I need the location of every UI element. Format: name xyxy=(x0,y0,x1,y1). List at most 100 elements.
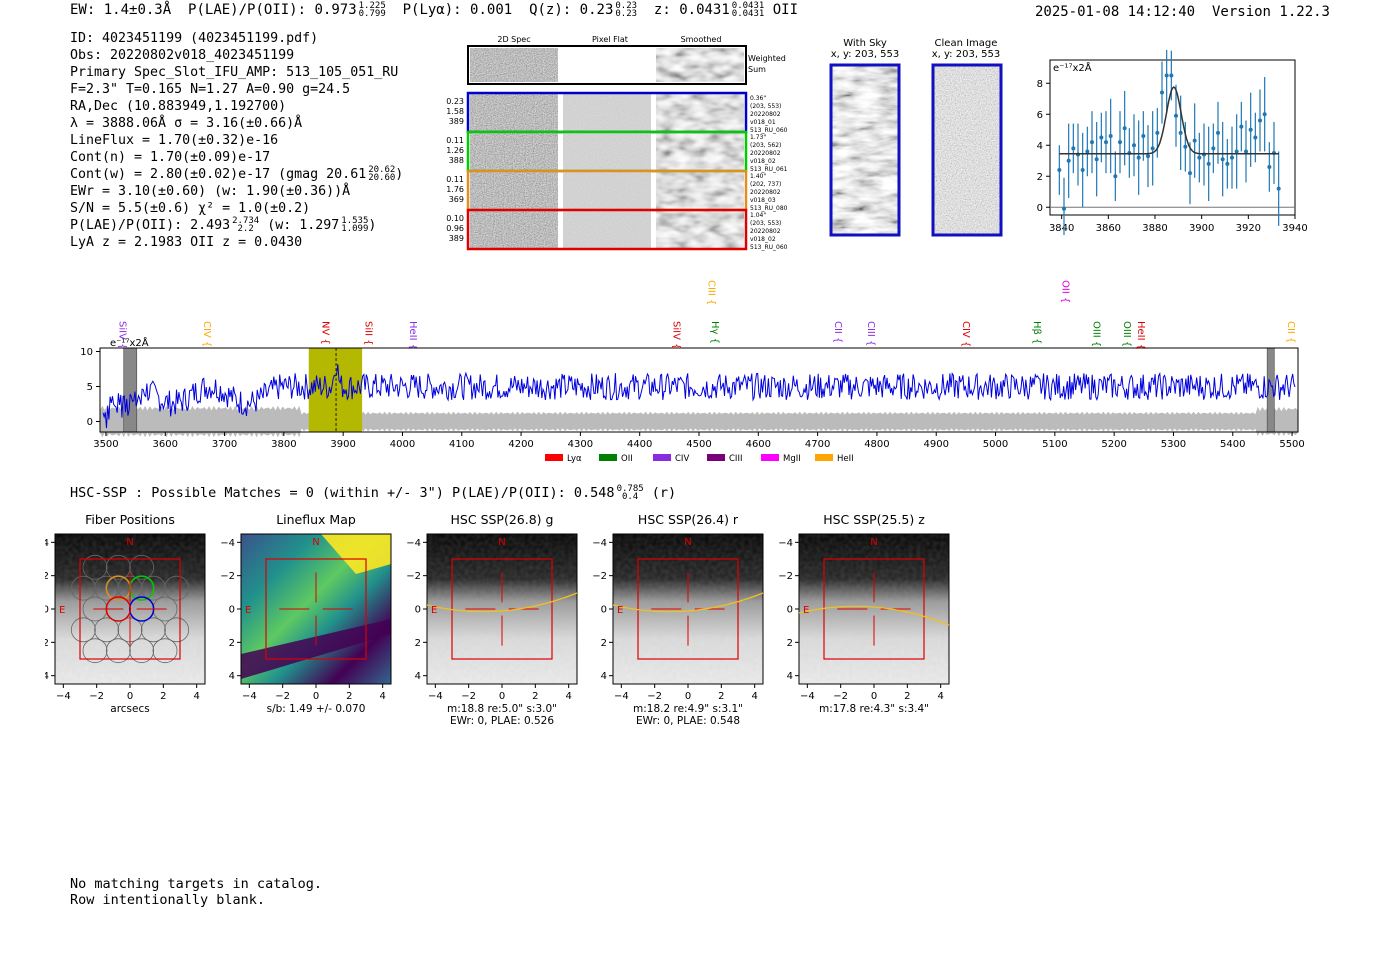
emission-line-label: CIII { xyxy=(705,280,716,305)
legend-swatch xyxy=(653,454,671,461)
fiber-circle xyxy=(129,638,155,664)
emission-line-label: SiIV { xyxy=(117,321,128,349)
full-xtick-label: 4900 xyxy=(924,439,949,450)
hsc-panel-caption: m:18.8 re:5.0" s:3.0" xyxy=(447,703,557,715)
sky-images xyxy=(829,63,1003,237)
zoom-data-point xyxy=(1108,133,1113,138)
cutout-row-left-label: 0.11 xyxy=(446,175,464,184)
fiber-circle xyxy=(82,554,108,580)
zoom-xtick-label: 3920 xyxy=(1236,223,1261,234)
hsc-xtick-label: −2 xyxy=(89,691,104,702)
emission-line-marker: HeII { xyxy=(407,321,418,350)
emission-line-label: CIV { xyxy=(960,321,971,347)
zoom-data-point xyxy=(1206,161,1211,166)
zoom-spectrum-chart: 3840 3860 3880 3900 3920 3940 0 2 4 6 8 e⁻¹⁷x2Å xyxy=(1037,50,1308,235)
hsc-xtick-label: 0 xyxy=(313,691,319,702)
cutout-row-right-label: (203, 562) xyxy=(750,142,781,149)
spectrum-line xyxy=(102,364,1296,429)
hsc-xtick-label: 4 xyxy=(379,691,385,702)
cutout-row-frame xyxy=(466,208,748,251)
cutout-row-right-label: 513_RU_060 xyxy=(750,127,788,134)
cutout-row-right-label: v018_02 xyxy=(750,158,776,165)
hsc-xtick-label: 4 xyxy=(565,691,571,702)
noise-band xyxy=(100,405,1298,438)
emission-line-marker: HeII { xyxy=(1135,321,1146,350)
hsc-xtick-label: 0 xyxy=(685,691,691,702)
full-xtick-label: 5000 xyxy=(983,439,1008,450)
cutout-row-left-label: 389 xyxy=(449,117,464,126)
zoom-data-point xyxy=(1220,157,1225,162)
emission-line-label: SiII { xyxy=(363,321,374,346)
emission-line-label: OIII { xyxy=(1090,321,1101,347)
hsc-xtick-label: −4 xyxy=(56,691,71,702)
clean-image xyxy=(933,65,1001,235)
hsc-header: HSC-SSP : Possible Matches = 0 (within +… xyxy=(70,484,677,502)
zoom-data-point xyxy=(1099,135,1104,140)
cutout-row-left-label: 388 xyxy=(449,156,464,165)
aperture-box xyxy=(451,558,553,660)
info-obs: Obs: 20220802v018_4023451199 xyxy=(70,48,295,63)
cutout-row-right-label: 0.36" xyxy=(750,95,766,102)
north-marker: N xyxy=(498,537,505,548)
aperture-box xyxy=(637,558,739,660)
emission-line-marker: CII { xyxy=(1285,321,1296,343)
zoom-data-point xyxy=(1150,146,1155,151)
east-marker: E xyxy=(59,605,65,616)
hsc-panel-caption: EWr: 0, PLAE: 0.548 xyxy=(636,715,740,727)
info-params: F=2.3" T=0.165 N=1.27 A=0.90 g=24.5 xyxy=(70,82,351,97)
legend-label: HeII xyxy=(837,454,854,464)
aperture-box xyxy=(265,558,367,660)
hsc-ytick-label: 4 xyxy=(45,671,49,682)
info-slot: Primary Spec_Slot_IFU_AMP: 513_105_051_R… xyxy=(70,65,399,80)
cutout-row-right-label: v018_01 xyxy=(750,119,776,126)
cutout-panel: 2D Spec Pixel Flat Smoothed Weighted Sum… xyxy=(446,35,788,251)
zoom-data-point xyxy=(1262,112,1267,117)
z-value: 0.0431 xyxy=(679,2,730,18)
full-xtick-label: 5100 xyxy=(1042,439,1067,450)
emission-line-label: HeII { xyxy=(407,321,418,350)
legend-label: OII xyxy=(621,454,633,464)
zoom-data-point xyxy=(1188,171,1192,176)
cutout-row-left-label: 1.58 xyxy=(446,107,464,116)
col-2d-spec: 2D Spec xyxy=(497,35,530,44)
hsc-panel: HSC SSP(26.4) r N E −4 4 −2 2 0 0 2 −2 4 −4 m:18.2 re… xyxy=(592,512,764,727)
hsc-ytick-label: 4 xyxy=(415,671,421,682)
full-xtick-label: 3900 xyxy=(330,439,355,450)
cutout-row-right-label: 20220802 xyxy=(750,228,781,235)
hsc-xtick-label: 2 xyxy=(532,691,538,702)
version: Version 1.22.3 xyxy=(1211,4,1330,20)
info-ewr: EWr = 3.10(±0.60) (w: 1.90(±0.36))Å xyxy=(70,184,351,199)
legend-swatch xyxy=(599,454,617,461)
hsc-xtick-label: 4 xyxy=(751,691,757,702)
ew-value: 1.4±0.3Å xyxy=(103,2,172,18)
zoom-data-point xyxy=(1118,140,1122,145)
zoom-data-point xyxy=(1276,186,1281,191)
zoom-data-point xyxy=(1146,154,1150,159)
full-ytick-label: 0 xyxy=(87,417,93,428)
hsc-ytick-label: 2 xyxy=(229,638,235,649)
cutout-row-right-label: v018_02 xyxy=(750,236,776,243)
q-value: 0.23 xyxy=(579,2,614,18)
emission-line-marker: CIV { xyxy=(960,321,971,347)
hsc-ytick-label: 0 xyxy=(601,605,607,616)
cutout-row-right-label: 20220802 xyxy=(750,150,781,157)
zoom-xtick-label: 3940 xyxy=(1282,223,1307,234)
with-sky-title: With Sky x, y: 203, 553 xyxy=(830,38,900,60)
hsc-ytick-label: −2 xyxy=(778,571,793,582)
emission-line-marker: Hβ { xyxy=(1031,321,1042,344)
emission-line-marker: SiII { xyxy=(363,321,374,346)
zoom-ylabel: e⁻¹⁷x2Å xyxy=(1053,61,1092,74)
cutout-row-left-label: 0.96 xyxy=(446,224,464,233)
cutout-row-left-label: 0.11 xyxy=(446,136,464,145)
hsc-ytick-label: 2 xyxy=(415,638,421,649)
ellipse-arc xyxy=(798,605,950,626)
legend-swatch xyxy=(815,454,833,461)
east-marker: E xyxy=(245,605,251,616)
zoom-data-point xyxy=(1244,149,1248,154)
hsc-xtick-label: −4 xyxy=(242,691,257,702)
emission-line-label: CIII { xyxy=(865,321,876,346)
hsc-ytick-label: −2 xyxy=(592,571,607,582)
aperture-box xyxy=(823,558,925,660)
timestamp: 2025-01-08 14:12:40 xyxy=(1034,4,1196,20)
